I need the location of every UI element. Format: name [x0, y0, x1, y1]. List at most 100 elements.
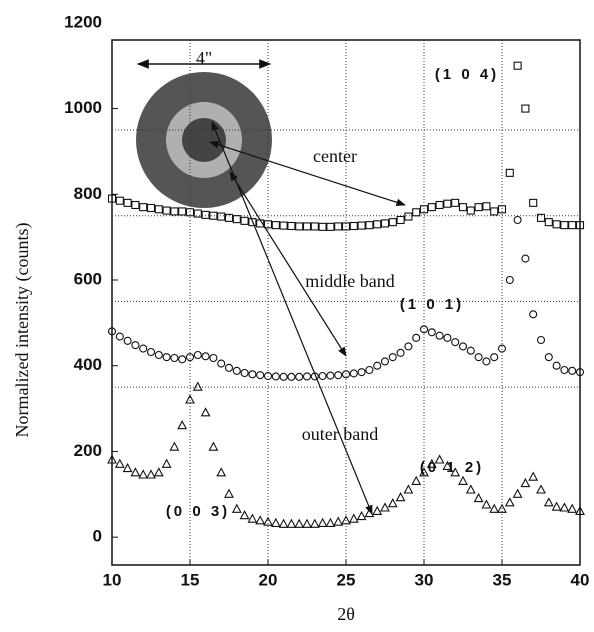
point — [419, 467, 429, 477]
point — [185, 353, 195, 362]
point — [107, 327, 117, 336]
point — [263, 516, 273, 526]
point — [185, 394, 195, 404]
annotation: outer band — [302, 424, 378, 444]
point — [520, 477, 531, 488]
point — [458, 342, 468, 351]
x-tick-label: 35 — [493, 570, 512, 589]
point — [528, 471, 539, 481]
point — [154, 205, 163, 214]
point — [263, 220, 273, 229]
point — [114, 458, 125, 468]
point — [451, 198, 460, 207]
point — [435, 200, 444, 210]
point — [224, 488, 234, 498]
point — [458, 475, 468, 485]
point — [567, 503, 578, 513]
point — [302, 222, 312, 231]
point — [115, 196, 124, 205]
point — [380, 219, 390, 228]
point — [341, 222, 351, 231]
point — [568, 221, 577, 230]
point — [552, 361, 561, 370]
point — [263, 371, 273, 381]
annotation: middle band — [305, 271, 394, 291]
point — [388, 353, 397, 362]
point — [255, 515, 266, 525]
point — [231, 503, 242, 513]
point — [450, 467, 461, 477]
point — [286, 518, 297, 528]
point — [560, 365, 569, 375]
point — [481, 499, 492, 509]
arrow — [229, 171, 347, 357]
point — [373, 361, 382, 370]
point — [513, 61, 522, 70]
point — [170, 207, 179, 216]
y-axis-label: Normalized intensity (counts) — [12, 223, 33, 438]
point — [482, 357, 491, 366]
point — [287, 372, 296, 381]
point — [247, 513, 258, 523]
point — [521, 254, 530, 263]
point — [139, 344, 148, 353]
point — [162, 206, 171, 215]
point — [318, 222, 327, 231]
point — [122, 462, 133, 473]
point — [334, 222, 343, 231]
point — [193, 209, 202, 218]
point — [341, 515, 351, 525]
point — [365, 365, 374, 375]
point — [443, 333, 452, 342]
point — [201, 210, 210, 219]
point — [543, 497, 554, 507]
point — [317, 517, 328, 527]
point — [217, 359, 226, 368]
point — [357, 368, 366, 377]
point — [575, 505, 585, 515]
x-tick-label: 40 — [571, 570, 590, 589]
point — [387, 498, 398, 508]
point — [240, 216, 249, 225]
point — [310, 222, 319, 231]
point — [310, 372, 319, 381]
point — [239, 510, 250, 520]
point — [326, 371, 335, 380]
point — [513, 215, 522, 225]
point — [497, 503, 507, 513]
point — [256, 219, 265, 228]
point — [201, 352, 210, 361]
point — [575, 221, 585, 230]
point — [380, 502, 390, 512]
y-tick-label: 1200 — [64, 12, 102, 31]
point — [529, 198, 538, 207]
point — [372, 505, 383, 515]
annotation: center — [313, 146, 357, 166]
point — [153, 467, 164, 477]
point — [536, 484, 546, 494]
y-tick-label: 200 — [74, 441, 102, 460]
point — [270, 517, 281, 527]
point — [279, 372, 288, 381]
point — [131, 341, 140, 350]
point — [341, 370, 351, 379]
point — [489, 503, 500, 513]
point — [365, 221, 374, 230]
point — [302, 372, 312, 381]
point — [388, 218, 397, 227]
point — [412, 333, 421, 342]
point — [271, 372, 280, 381]
point — [146, 469, 156, 479]
point — [294, 518, 305, 528]
point — [411, 475, 422, 485]
point — [232, 366, 241, 375]
point — [107, 194, 117, 203]
point — [131, 200, 140, 210]
point — [107, 454, 117, 464]
y-tick-label: 0 — [93, 527, 102, 546]
point — [536, 335, 546, 345]
point — [170, 353, 179, 363]
point — [192, 381, 203, 391]
point — [551, 501, 562, 511]
point — [504, 497, 515, 507]
